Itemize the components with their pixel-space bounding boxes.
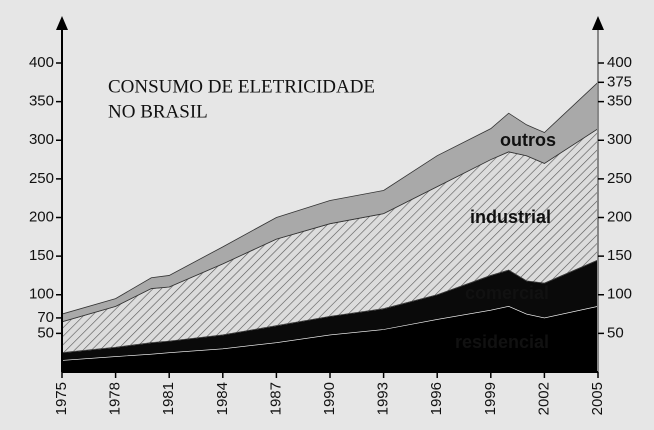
y-tick-label: 400	[29, 54, 54, 71]
y2-axis-arrow	[592, 16, 604, 30]
x-tick-label: 1996	[428, 382, 445, 415]
y-tick-label: 200	[29, 208, 54, 225]
chart-title: CONSUMO DE ELETRICIDADE	[108, 76, 375, 97]
x-tick-label: 1999	[482, 382, 499, 415]
y2-tick-label: 150	[607, 247, 632, 264]
y-tick-label: 70	[37, 309, 54, 326]
y2-tick-label: 50	[607, 324, 624, 341]
y-tick-label: 50	[37, 324, 54, 341]
y2-tick-label: 250	[607, 170, 632, 187]
series-label: outros	[500, 130, 556, 150]
x-tick-label: 2002	[535, 382, 552, 415]
x-tick-label: 1987	[267, 382, 284, 415]
y-tick-label: 150	[29, 247, 54, 264]
series-label: comercial	[465, 283, 549, 303]
y-axis-arrow	[56, 16, 68, 30]
x-tick-label: 1978	[107, 382, 124, 415]
series-label: residencial	[455, 332, 549, 352]
y2-tick-label: 200	[607, 208, 632, 225]
x-tick-label: 1990	[321, 382, 338, 415]
x-tick-label: 1993	[375, 382, 392, 415]
y-tick-label: 350	[29, 93, 54, 110]
x-tick-label: 1984	[214, 382, 231, 415]
y2-tick-label: 300	[607, 131, 632, 148]
y-tick-label: 250	[29, 170, 54, 187]
x-tick-label: 1975	[53, 382, 70, 415]
y2-tick-label: 400	[607, 54, 632, 71]
y-tick-label: 300	[29, 131, 54, 148]
x-tick-label: 2005	[589, 382, 606, 415]
chart-title: NO BRASIL	[108, 101, 208, 122]
y2-tick-label: 100	[607, 286, 632, 303]
series-label: industrial	[470, 207, 551, 227]
y-tick-label: 100	[29, 286, 54, 303]
x-tick-label: 1981	[160, 382, 177, 415]
y2-tick-label: 350	[607, 93, 632, 110]
y2-tick-label: 375	[607, 73, 632, 90]
